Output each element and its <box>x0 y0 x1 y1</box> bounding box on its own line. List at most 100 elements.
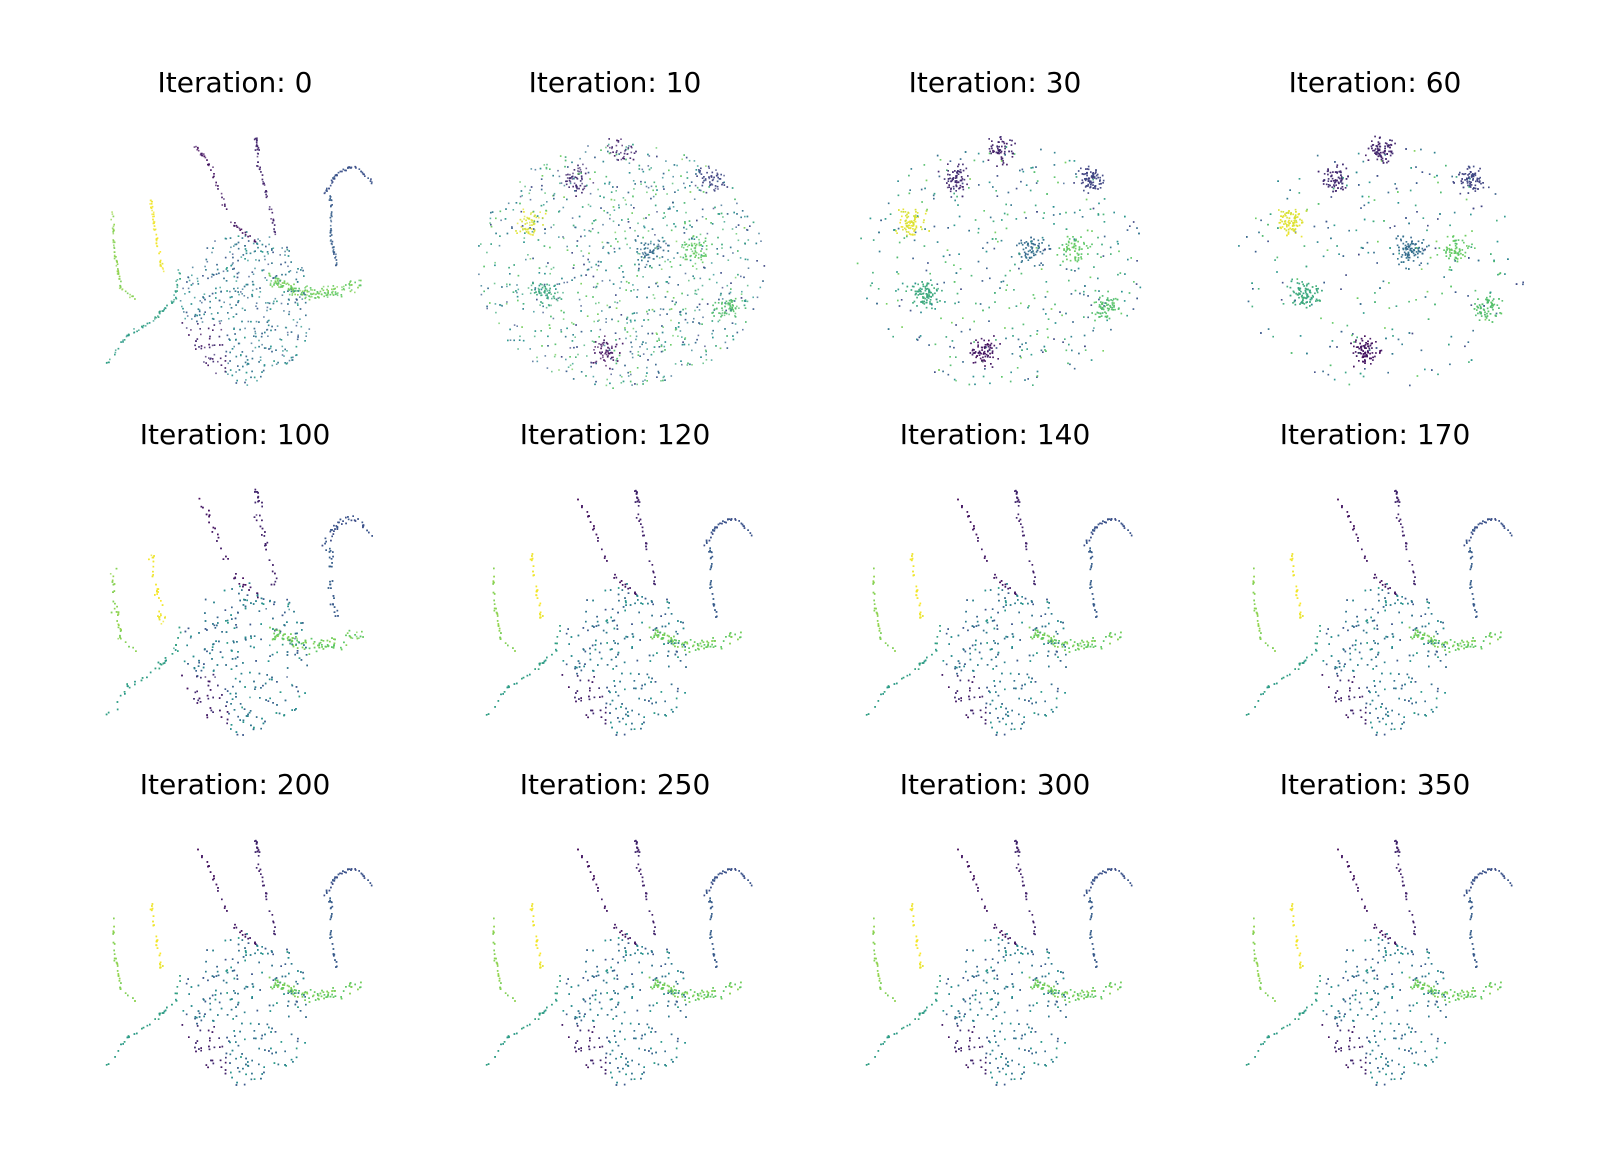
scatter-point <box>677 284 679 286</box>
scatter-point <box>716 248 718 250</box>
scatter-point <box>218 320 221 323</box>
scatter-point <box>706 171 708 174</box>
scatter-point <box>661 176 664 179</box>
scatter-point <box>552 195 554 197</box>
scatter-point <box>712 273 715 276</box>
scatter-point <box>523 218 525 220</box>
scatter-point <box>329 195 331 197</box>
scatter-point <box>721 309 724 312</box>
scatter-point <box>576 186 578 188</box>
scatter-point <box>244 258 246 260</box>
scatter-point <box>251 357 254 360</box>
scatter-point <box>334 293 337 296</box>
scatter-point <box>608 152 611 155</box>
scatter-point <box>204 298 206 301</box>
scatter-point <box>583 185 586 188</box>
scatter-point <box>678 322 680 324</box>
scatter-point <box>600 207 602 209</box>
scatter-point <box>522 208 525 211</box>
scatter-point <box>714 206 716 209</box>
scatter-point <box>595 360 598 363</box>
scatter-point <box>610 373 612 376</box>
scatter-point <box>542 224 544 226</box>
scatter-point <box>722 216 724 218</box>
scatter-point <box>318 296 320 299</box>
scatter-point <box>296 302 299 305</box>
scatter-point <box>691 364 693 366</box>
scatter-point <box>531 219 533 222</box>
scatter-point <box>547 345 549 347</box>
scatter-point <box>651 250 654 253</box>
scatter-point <box>587 171 590 174</box>
scatter-point <box>271 285 274 288</box>
scatter-point <box>702 316 704 319</box>
scatter-point <box>674 363 677 365</box>
scatter-point <box>665 281 668 283</box>
scatter-point <box>684 244 686 246</box>
scatter-point <box>525 231 528 233</box>
scatter-point <box>734 276 737 279</box>
scatter-point <box>517 274 520 277</box>
scatter-point <box>229 290 231 293</box>
scatter-point <box>188 334 190 336</box>
scatter-point <box>566 245 568 248</box>
scatter-point <box>622 271 624 273</box>
scatter-point <box>348 283 351 285</box>
scatter-point <box>489 302 491 304</box>
scatter-point <box>241 320 243 323</box>
scatter-point <box>333 178 336 180</box>
scatter-point <box>513 339 515 342</box>
scatter-point <box>698 189 701 191</box>
scatter-point <box>715 345 717 347</box>
scatter-point <box>560 356 563 358</box>
scatter-point <box>275 275 278 277</box>
scatter-point <box>126 292 129 295</box>
scatter-point <box>275 277 277 280</box>
scatter-point <box>616 357 618 360</box>
scatter-point <box>553 355 556 358</box>
scatter-point <box>509 339 512 341</box>
scatter-point <box>609 306 611 308</box>
scatter-point <box>112 241 115 244</box>
scatter-point <box>152 211 155 214</box>
scatter-point <box>541 175 544 177</box>
scatter-point <box>308 298 311 301</box>
scatter-point <box>530 186 533 188</box>
scatter-point <box>705 353 707 356</box>
scatter-point <box>245 231 248 233</box>
scatter-point <box>637 259 639 261</box>
scatter-point <box>710 262 713 264</box>
scatter-point <box>150 199 152 202</box>
scatter-point <box>198 346 200 348</box>
scatter-point <box>699 170 701 172</box>
scatter-point <box>602 356 604 359</box>
scatter-point <box>516 222 519 225</box>
scatter-point <box>637 351 640 353</box>
scatter-point <box>219 344 221 346</box>
scatter-point <box>637 354 640 356</box>
scatter-point <box>738 307 740 309</box>
scatter-point <box>238 293 240 296</box>
scatter-point <box>605 321 607 323</box>
scatter-point <box>721 183 723 186</box>
scatter-point <box>159 265 162 267</box>
scatter-point <box>626 318 628 320</box>
scatter-point <box>521 220 523 223</box>
scatter-point <box>674 329 677 331</box>
scatter-point <box>649 249 651 252</box>
scatter-point <box>244 231 247 234</box>
scatter-point <box>244 234 247 236</box>
scatter-point <box>223 277 225 280</box>
scatter-point <box>185 311 188 314</box>
scatter-point <box>321 287 323 290</box>
scatter-point <box>627 375 630 377</box>
scatter-point <box>523 211 525 213</box>
scatter-point <box>277 361 279 364</box>
scatter-point <box>650 251 652 253</box>
scatter-point <box>308 328 311 330</box>
scatter-point <box>675 240 678 243</box>
scatter-point <box>273 300 275 303</box>
scatter-point <box>311 295 313 298</box>
scatter-point <box>287 303 289 305</box>
scatter-point <box>552 174 554 177</box>
